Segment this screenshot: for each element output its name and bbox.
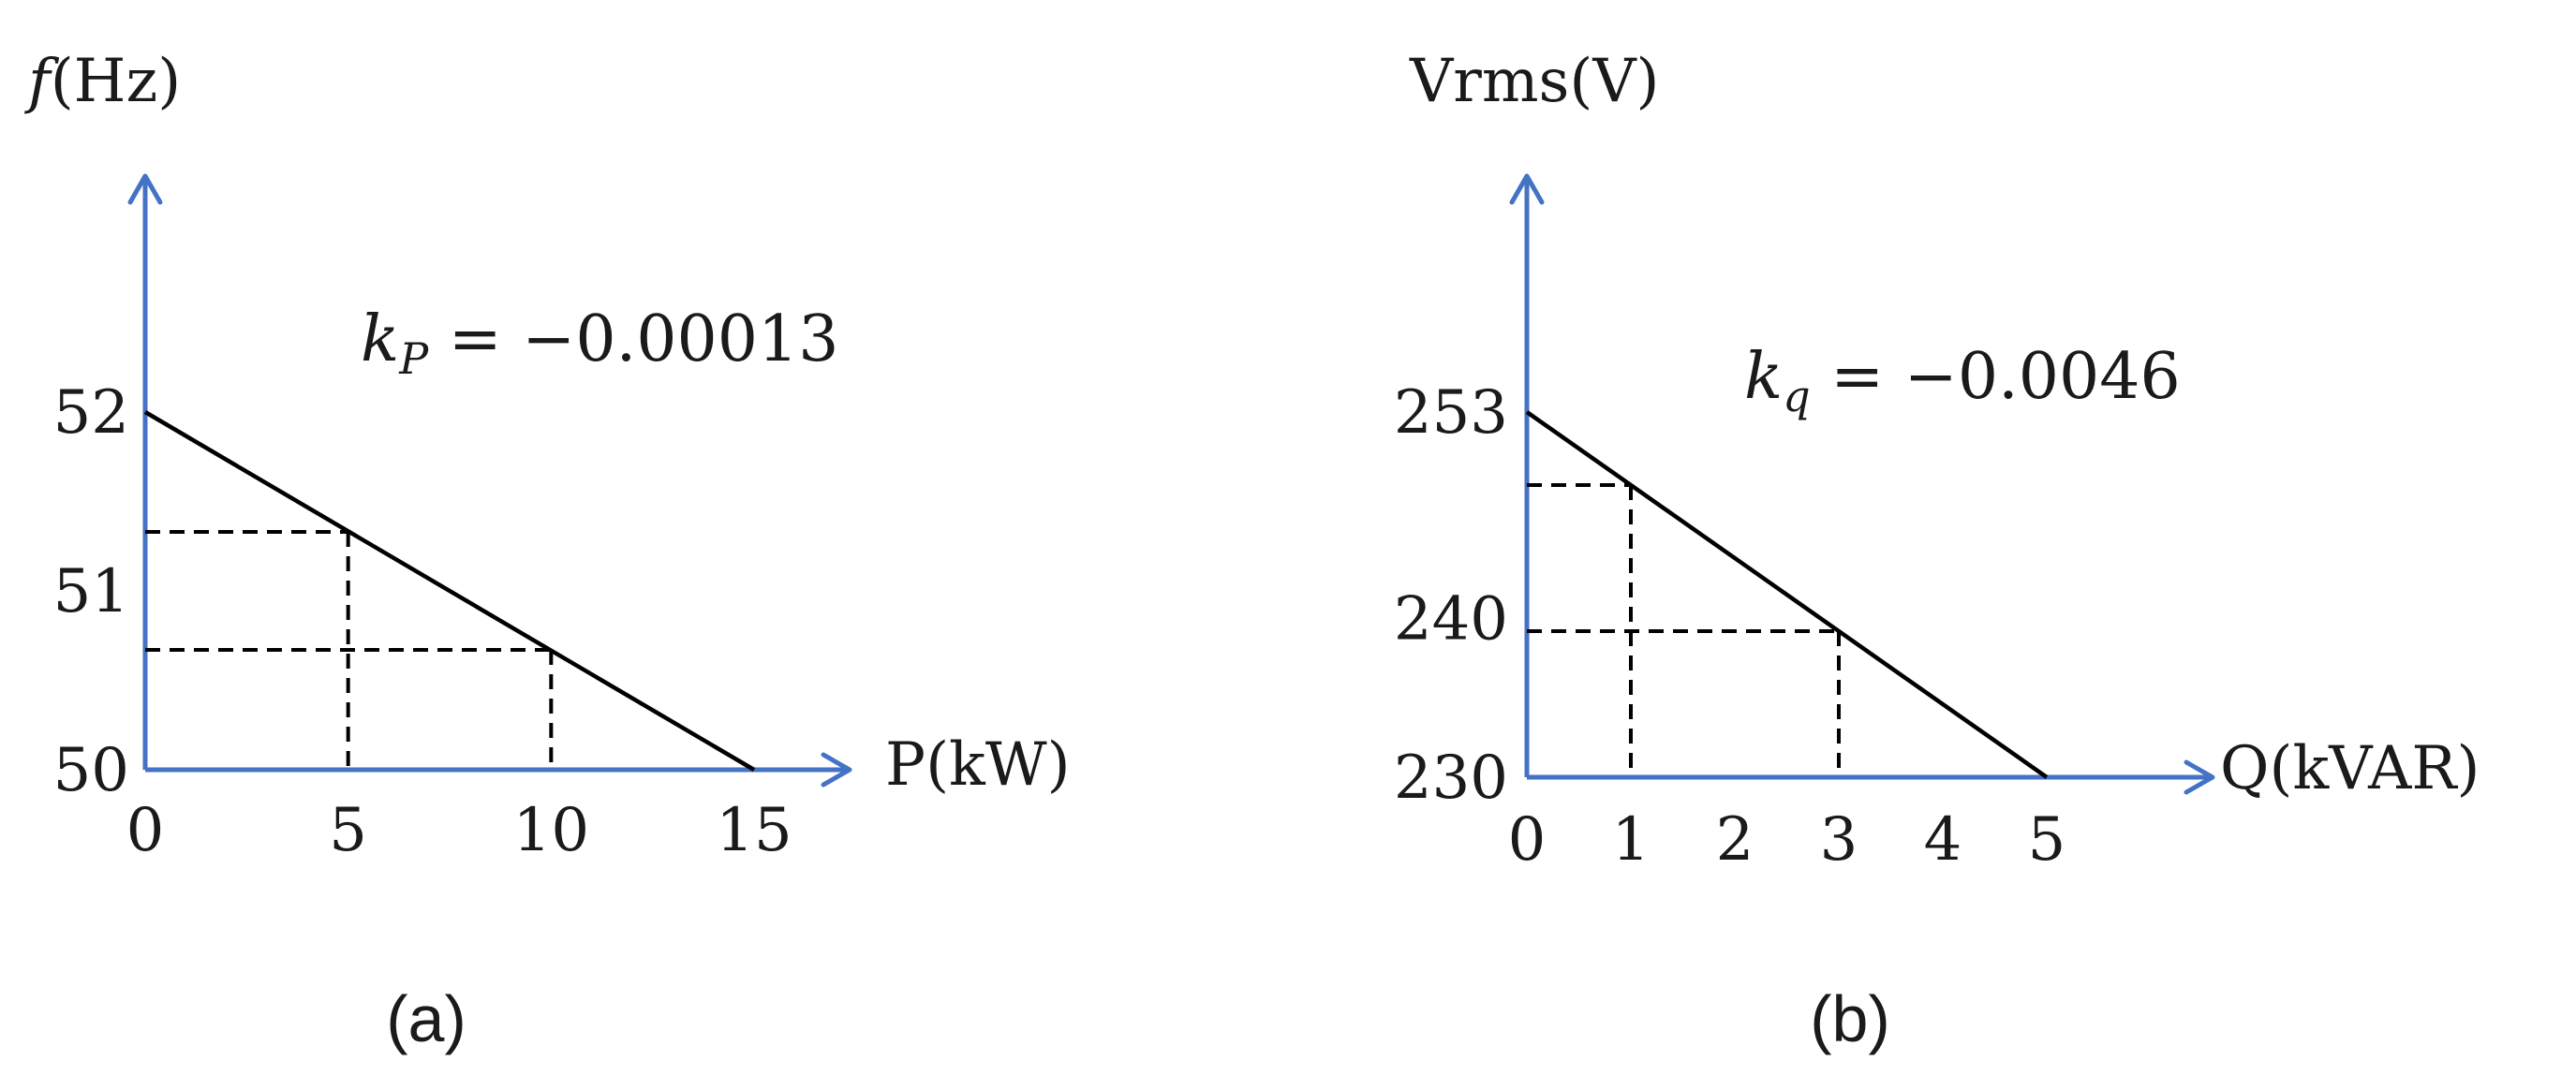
y-tick-label: 52	[53, 378, 129, 448]
x-tick-label: 0	[126, 796, 165, 865]
x-tick-label: 4	[1924, 805, 1962, 875]
panel-label: (b)	[1810, 982, 1890, 1055]
chart-panel-a: 50 51 52 0 5 10 15 f(Hz) P(kW) kP = −0.00013 (a)	[24, 47, 1071, 1055]
droop-line	[1525, 410, 2049, 779]
x-tick-label: 2	[1716, 805, 1754, 875]
y-tick-label: 253	[1394, 378, 1508, 448]
slope-annotation: kP = −0.00013	[361, 302, 839, 384]
droop-line	[143, 410, 756, 772]
panel-label: (a)	[386, 982, 466, 1055]
y-tick-label: 51	[53, 557, 129, 626]
y-tick-label: 240	[1394, 584, 1508, 654]
x-tick-label: 5	[329, 796, 367, 865]
x-tick-label: 1	[1612, 805, 1651, 875]
x-axis-label: P(kW)	[885, 730, 1071, 800]
x-tick-label: 0	[1508, 805, 1547, 875]
y-axis-arrow-icon	[127, 173, 163, 205]
chart-panel-b: 230 240 253 0 1 2 3 4 5 Vrms(V) Q(kVAR) kq = −0.004…	[1394, 47, 2480, 1055]
x-axis-arrow-icon	[821, 752, 852, 788]
x-tick-label: 10	[513, 796, 589, 865]
y-tick-label: 50	[53, 736, 129, 805]
x-tick-label: 15	[716, 796, 792, 865]
y-axis-label: f(Hz)	[24, 47, 181, 116]
x-axis-label: Q(kVAR)	[2220, 734, 2480, 803]
x-tick-label: 3	[1820, 805, 1858, 875]
slope-annotation: kq = −0.0046	[1744, 340, 2181, 421]
x-axis-arrow-icon	[2184, 759, 2215, 795]
x-tick-label: 5	[2028, 805, 2066, 875]
y-tick-label: 230	[1394, 744, 1508, 813]
y-axis-label: Vrms(V)	[1409, 47, 1660, 116]
y-axis-arrow-icon	[1509, 173, 1545, 205]
